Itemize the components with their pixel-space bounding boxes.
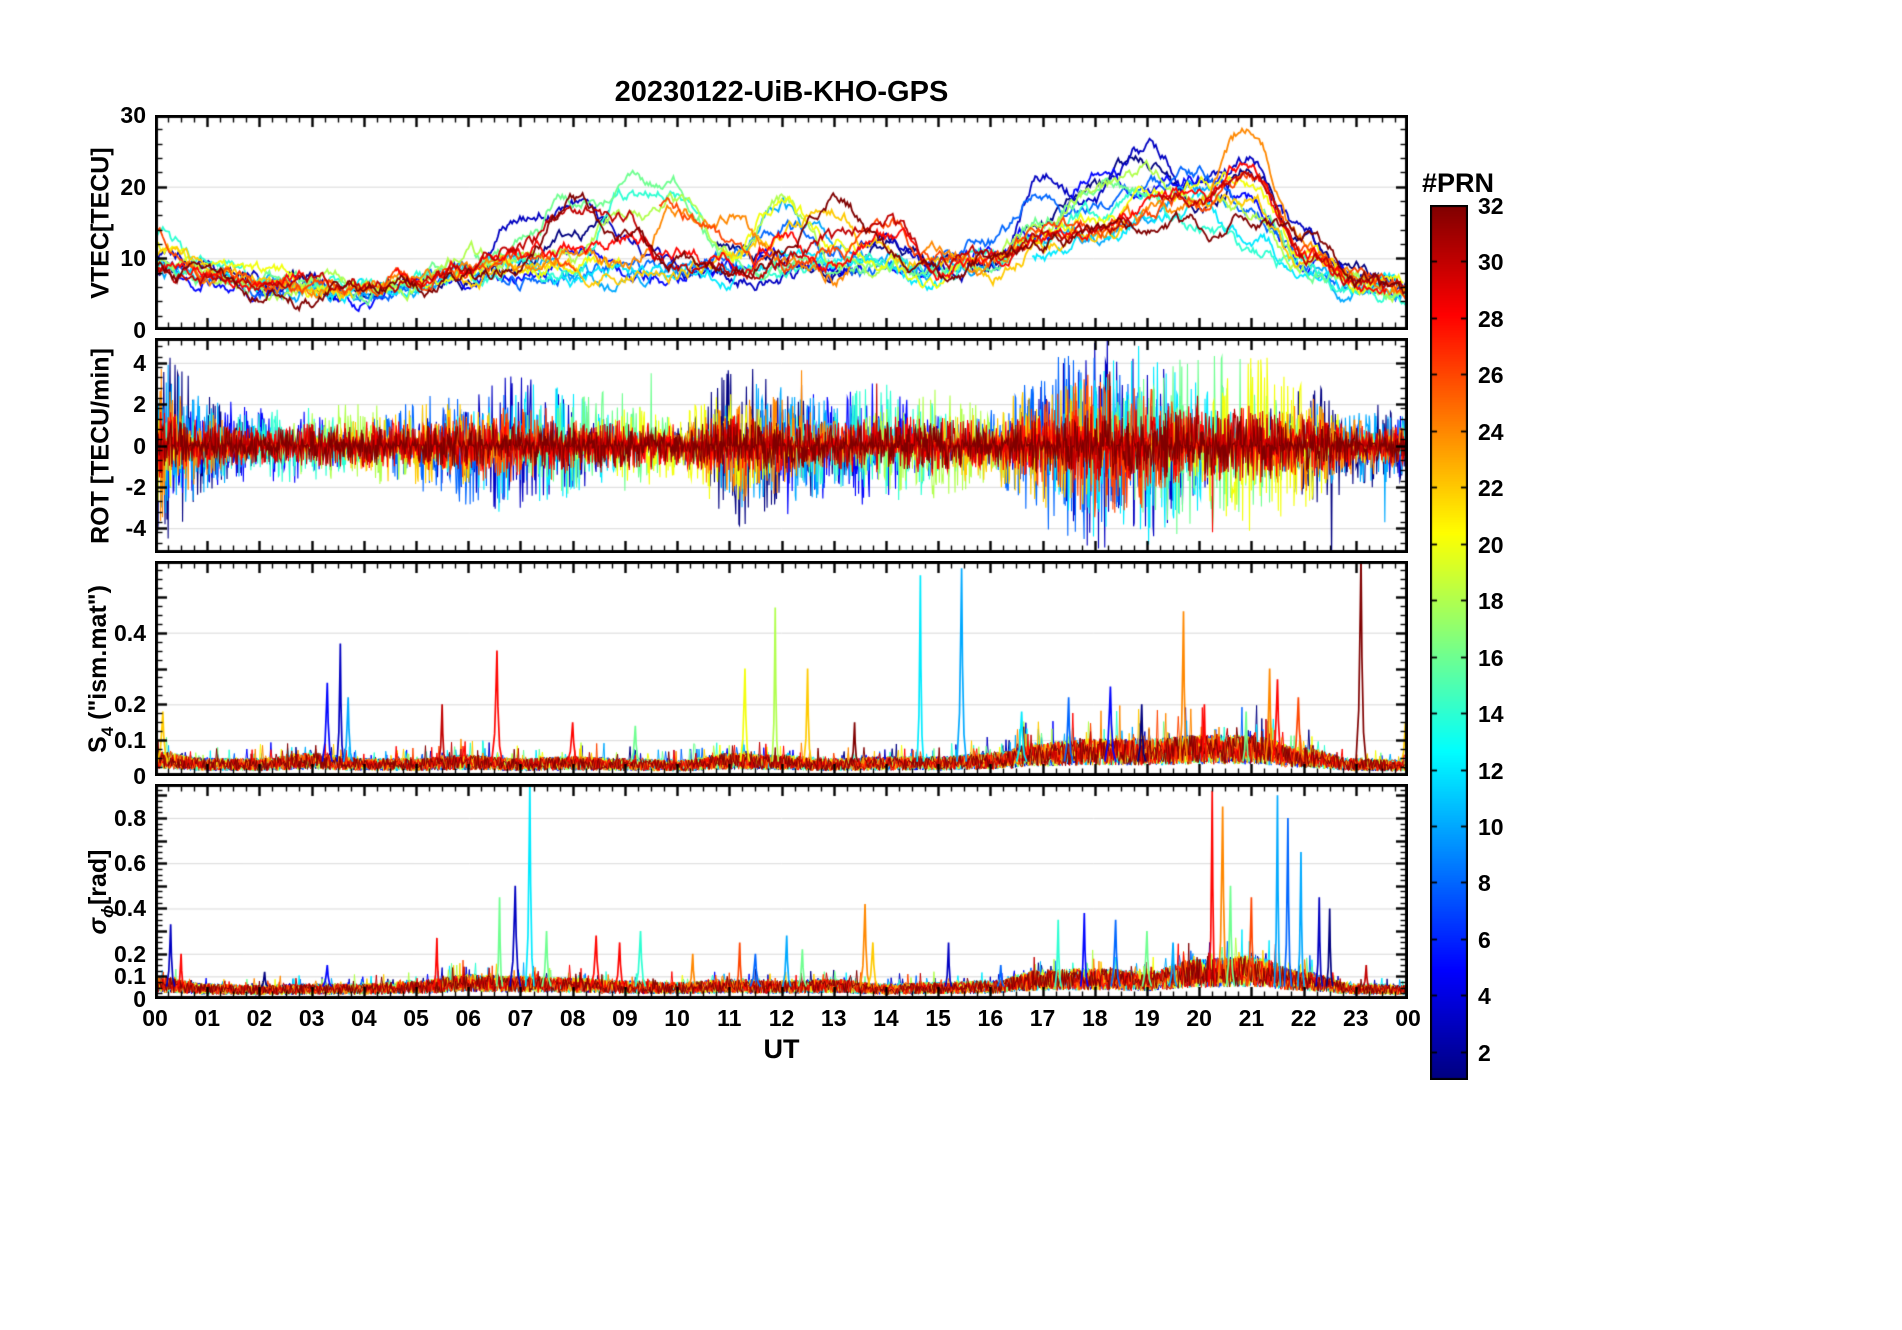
colorbar-tick-label: 8: [1478, 869, 1491, 896]
x-tick-label: 17: [1029, 1005, 1056, 1031]
colorbar-tick-label: 18: [1478, 587, 1504, 614]
y-axis-label: σϕ[rad]: [84, 849, 118, 934]
x-tick-label: 05: [403, 1005, 429, 1031]
y-tick-label: 0.2: [114, 691, 146, 718]
x-tick-label: 12: [768, 1005, 795, 1031]
x-tick-label: 20: [1186, 1005, 1212, 1031]
y-axis-label-part: σ: [84, 917, 112, 935]
y-axis-label-part: ("ism.mat"): [84, 584, 112, 727]
colorbar-tick-label: 22: [1478, 474, 1504, 501]
y-tick-label: 0.8: [114, 804, 146, 831]
colorbar-tick-label: 4: [1478, 982, 1491, 1009]
y-tick-label: 30: [120, 102, 146, 128]
y-tick-label: -2: [125, 473, 146, 500]
x-tick-label: 03: [298, 1005, 325, 1031]
y-tick-label: 0.2: [114, 940, 146, 967]
y-tick-label: 2: [133, 391, 146, 418]
rot-panel: [155, 338, 1408, 553]
x-tick-label: 01: [194, 1005, 220, 1031]
y-axis-label: S4 ("ism.mat"): [84, 585, 118, 753]
sigma-phi-canvas: [155, 784, 1408, 999]
s4-panel: [155, 561, 1408, 776]
y-axis-label: VTEC[TECU]: [87, 147, 116, 298]
s4-canvas: [155, 561, 1408, 776]
colorbar-title: #PRN: [1421, 168, 1495, 198]
y-tick-label: 0.1: [114, 963, 146, 990]
colorbar: [1430, 205, 1468, 1080]
y-tick-label: 4: [133, 349, 146, 376]
x-tick-label: 18: [1081, 1005, 1108, 1031]
y-axis-label-part: S: [84, 735, 112, 753]
y-tick-label: -4: [125, 515, 146, 542]
x-tick-label: 19: [1134, 1005, 1160, 1031]
y-axis-label-part: [rad]: [84, 848, 112, 905]
colorbar-tick-label: 28: [1478, 305, 1504, 332]
y-axis-label-part: 4: [98, 726, 117, 736]
x-tick-label: 22: [1290, 1005, 1317, 1031]
vtec-canvas: [155, 115, 1408, 330]
x-tick-label: 14: [873, 1005, 899, 1031]
x-tick-label: 10: [664, 1005, 690, 1031]
x-tick-label: 06: [455, 1005, 482, 1031]
y-axis-label-part: VTEC[TECU]: [86, 146, 115, 299]
y-tick-label: 0.6: [114, 850, 146, 877]
x-tick-label: 15: [925, 1005, 951, 1031]
y-tick-label: 0: [133, 763, 146, 789]
rot-canvas: [155, 338, 1408, 553]
x-tick-label: 16: [977, 1005, 1004, 1031]
x-tick-label: 07: [507, 1005, 534, 1031]
colorbar-tick-label: 26: [1478, 361, 1504, 388]
x-tick-label: 09: [612, 1005, 638, 1031]
y-tick-label: 0.1: [114, 727, 146, 754]
colorbar-tick-label: 14: [1478, 700, 1504, 727]
colorbar-tick-label: 6: [1478, 926, 1491, 953]
sigma-phi-panel: [155, 784, 1408, 999]
y-tick-label: 0: [133, 432, 146, 459]
y-axis-label: ROT [TECU/min]: [87, 348, 116, 544]
colorbar-tick-label: 16: [1478, 644, 1504, 671]
colorbar-tick-label: 20: [1478, 531, 1504, 558]
x-tick-label: 08: [559, 1005, 586, 1031]
x-axis-label: UT: [763, 1034, 800, 1064]
y-tick-label: 0: [133, 317, 146, 343]
y-tick-label: 10: [120, 245, 146, 272]
y-axis-label-part: ϕ: [98, 904, 117, 918]
y-axis-label-part: ROT [TECU/min]: [86, 347, 115, 544]
chart-title: 20230122-UiB-KHO-GPS: [614, 76, 949, 108]
y-tick-label: 20: [120, 173, 146, 200]
colorbar-tick-label: 32: [1478, 192, 1504, 219]
x-tick-label: 00: [142, 1005, 168, 1031]
y-tick-label: 0: [133, 986, 146, 1012]
x-tick-label: 21: [1238, 1005, 1265, 1031]
y-tick-label: 0.4: [114, 895, 146, 922]
x-tick-label: 02: [246, 1005, 273, 1031]
x-tick-label: 23: [1342, 1005, 1369, 1031]
x-tick-label: 11: [717, 1005, 742, 1031]
vtec-panel: [155, 115, 1408, 330]
x-tick-label: 13: [820, 1005, 847, 1031]
y-tick-label: 0.4: [114, 619, 146, 646]
colorbar-tick-label: 24: [1478, 418, 1504, 445]
colorbar-tick-label: 30: [1478, 248, 1504, 275]
x-tick-label: 00: [1395, 1005, 1421, 1031]
colorbar-tick-label: 10: [1478, 813, 1504, 840]
x-tick-label: 04: [351, 1005, 377, 1031]
colorbar-tick-label: 2: [1478, 1039, 1491, 1066]
colorbar-tick-label: 12: [1478, 757, 1504, 784]
